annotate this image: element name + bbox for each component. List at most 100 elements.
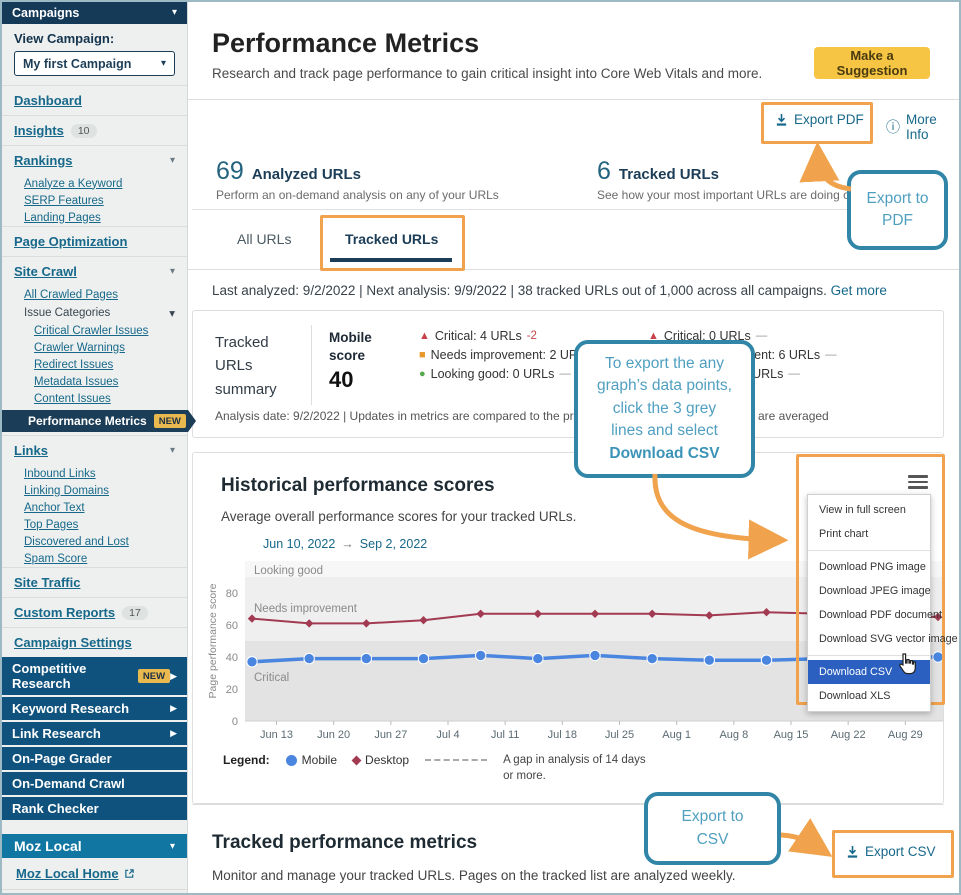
tab-all-urls[interactable]: All URLs xyxy=(237,231,292,247)
chart-date-range: Jun 10, 2022 → Sep 2, 2022 xyxy=(263,537,427,551)
sidebar-item-on-demand-crawl[interactable]: On-Demand Crawl xyxy=(2,772,187,795)
sidebar-item-label: Moz Local Home xyxy=(16,866,119,881)
svg-text:Page performance score: Page performance score xyxy=(207,583,219,698)
legend-text: Critical: 0 URLs xyxy=(663,329,751,343)
sidebar-item-campaign-settings[interactable]: Campaign Settings xyxy=(2,628,187,657)
menu-item-download-svg[interactable]: Download SVG vector image xyxy=(819,633,958,645)
sidebar-item-label: Rank Checker xyxy=(12,801,99,816)
sidebar-item-spam-score[interactable]: Spam Score xyxy=(2,550,187,567)
sidebar-item-discovered-and-lost[interactable]: Discovered and Lost xyxy=(2,533,187,550)
svg-text:0: 0 xyxy=(232,716,238,728)
sidebar-item-insights[interactable]: Insights 10 xyxy=(2,116,187,145)
make-a-suggestion-button[interactable]: Make a Suggestion xyxy=(814,47,930,79)
export-csv-button[interactable]: Export CSV xyxy=(846,844,936,859)
sidebar-item-check-local-presence[interactable]: Check Local Presence xyxy=(2,890,187,893)
chart-context-menu-button[interactable] xyxy=(908,475,928,492)
menu-item-print-chart[interactable]: Print chart xyxy=(819,528,869,540)
chart-context-menu: View in full screen Print chart Download… xyxy=(807,494,958,712)
chevron-down-icon: ▾ xyxy=(169,307,175,320)
export-csv-label: Export CSV xyxy=(865,844,936,859)
legend-text: Looking good: 0 URLs xyxy=(430,367,555,381)
callout-text: Export to xyxy=(681,808,744,826)
sidebar-item-issue-categories[interactable]: Issue Categories ▾ xyxy=(2,303,187,322)
sidebar-item-moz-local-home[interactable]: Moz Local Home xyxy=(2,858,187,890)
sidebar-item-dashboard[interactable]: Dashboard xyxy=(2,86,187,115)
menu-item-view-full-screen[interactable]: View in full screen xyxy=(819,504,906,516)
sidebar-item-label: Analyze a Keyword xyxy=(24,177,123,190)
critical-triangle-icon: ▲ xyxy=(648,330,659,342)
tab-tracked-urls[interactable]: Tracked URLs xyxy=(345,231,439,247)
sidebar-item-label: Keyword Research xyxy=(12,701,130,716)
sidebar-item-performance-metrics[interactable]: Performance Metrics NEW xyxy=(2,410,196,432)
campaign-select[interactable]: My first Campaign ▾ xyxy=(14,51,175,76)
divider xyxy=(2,226,187,227)
sidebar-item-custom-reports[interactable]: Custom Reports 17 xyxy=(2,598,187,627)
sidebar-item-label: All Crawled Pages xyxy=(24,288,118,301)
legend-mobile: Mobile xyxy=(285,753,337,767)
sidebar-item-rankings[interactable]: Rankings ▾ xyxy=(2,146,187,175)
sidebar-item-label: Top Pages xyxy=(24,518,79,531)
date-start[interactable]: Jun 10, 2022 xyxy=(263,537,336,551)
divider xyxy=(188,269,959,270)
callout-export-to-pdf: Export to PDF xyxy=(847,170,948,250)
sidebar: Campaigns ▾ View Campaign: My first Camp… xyxy=(2,2,188,893)
analyzed-urls-label: Analyzed URLs xyxy=(251,166,362,183)
sidebar-item-critical-crawler-issues[interactable]: Critical Crawler Issues xyxy=(2,322,187,339)
sidebar-item-label: Content Issues xyxy=(34,392,111,405)
sidebar-item-top-pages[interactable]: Top Pages xyxy=(2,516,187,533)
tracked-urls-label: Tracked URLs xyxy=(618,166,719,183)
sidebar-item-serp-features[interactable]: SERP Features xyxy=(2,192,187,209)
summary-title: Tracked URLs summary xyxy=(215,334,277,398)
moz-local-header[interactable]: Moz Local ▾ xyxy=(2,834,187,858)
sidebar-item-metadata-issues[interactable]: Metadata Issues xyxy=(2,373,187,390)
menu-item-download-pdf[interactable]: Download PDF document xyxy=(819,609,943,621)
more-info-button[interactable]: ⓘ More Info xyxy=(886,112,959,142)
campaign-select-value: My first Campaign xyxy=(23,56,132,71)
sidebar-item-label: Issue Categories xyxy=(24,306,111,319)
sidebar-item-site-traffic[interactable]: Site Traffic xyxy=(2,568,187,597)
sidebar-item-label: Critical Crawler Issues xyxy=(34,324,149,337)
campaigns-header[interactable]: Campaigns ▾ xyxy=(2,2,187,24)
callout-export-to-csv: Export to CSV xyxy=(644,792,781,865)
export-pdf-button[interactable]: Export PDF xyxy=(775,112,864,127)
chevron-right-icon: ▶ xyxy=(170,703,177,713)
sidebar-item-keyword-research[interactable]: Keyword Research ▶ xyxy=(2,697,187,720)
analysis-note-right: are averaged xyxy=(758,409,829,423)
sidebar-item-anchor-text[interactable]: Anchor Text xyxy=(2,499,187,516)
sidebar-item-label: Campaign Settings xyxy=(14,635,132,650)
sidebar-item-content-issues[interactable]: Content Issues xyxy=(2,390,187,407)
delta-value: — xyxy=(788,368,800,380)
sidebar-item-all-crawled-pages[interactable]: All Crawled Pages xyxy=(2,286,187,303)
tracked-urls-value: 6 xyxy=(597,157,611,185)
analysis-meta-text: Last analyzed: 9/2/2022 | Next analysis:… xyxy=(212,283,827,298)
sidebar-item-linking-domains[interactable]: Linking Domains xyxy=(2,482,187,499)
sidebar-item-on-page-grader[interactable]: On-Page Grader xyxy=(2,747,187,770)
legend-text: Needs improvement: 2 URLs xyxy=(430,348,592,362)
sidebar-item-rank-checker[interactable]: Rank Checker xyxy=(2,797,187,820)
menu-item-download-jpeg[interactable]: Download JPEG image xyxy=(819,585,931,597)
menu-item-download-png[interactable]: Download PNG image xyxy=(819,561,926,573)
sidebar-item-links[interactable]: Links ▾ xyxy=(2,436,187,465)
count-badge: 10 xyxy=(70,123,97,138)
sidebar-item-redirect-issues[interactable]: Redirect Issues xyxy=(2,356,187,373)
sidebar-item-label: Redirect Issues xyxy=(34,358,114,371)
sidebar-item-competitive-research[interactable]: Competitive Research NEW ▶ xyxy=(2,657,187,695)
delta-value: — xyxy=(755,330,768,342)
delta-value: -2 xyxy=(526,330,537,342)
sidebar-item-link-research[interactable]: Link Research ▶ xyxy=(2,722,187,745)
sidebar-item-landing-pages[interactable]: Landing Pages xyxy=(2,209,187,226)
svg-text:20: 20 xyxy=(226,684,238,696)
date-end[interactable]: Sep 2, 2022 xyxy=(359,537,428,551)
menu-item-download-xls[interactable]: Download XLS xyxy=(819,690,891,702)
get-more-link[interactable]: Get more xyxy=(830,283,887,298)
gap-note-line1: A gap in analysis of 14 days xyxy=(503,754,646,766)
download-icon xyxy=(776,113,787,126)
sidebar-item-analyze-a-keyword[interactable]: Analyze a Keyword xyxy=(2,175,187,192)
sidebar-item-page-optimization[interactable]: Page Optimization xyxy=(2,227,187,256)
sidebar-item-label: Page Optimization xyxy=(14,234,128,249)
svg-text:Looking good: Looking good xyxy=(254,565,323,577)
sidebar-item-crawler-warnings[interactable]: Crawler Warnings xyxy=(2,339,187,356)
sidebar-item-inbound-links[interactable]: Inbound Links xyxy=(2,465,187,482)
sidebar-item-site-crawl[interactable]: Site Crawl ▾ xyxy=(2,257,187,286)
divider xyxy=(2,115,187,116)
